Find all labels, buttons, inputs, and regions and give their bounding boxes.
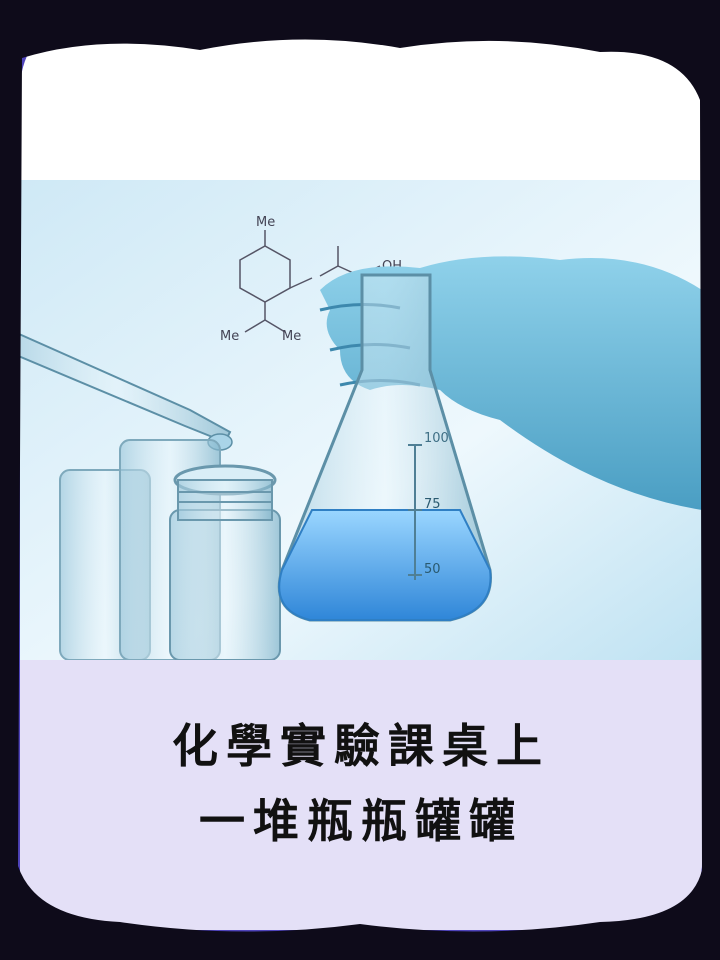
title-line-1: 化學實驗課桌上 (172, 719, 550, 773)
caption-panel: 化學實驗課桌上 一堆瓶瓶罐罐 (20, 660, 702, 930)
molecule-label-me-top: Me (256, 215, 275, 230)
title-line-2: 一堆瓶瓶罐罐 (199, 794, 523, 848)
flask-mark-50: 50 (424, 562, 441, 577)
lab-photo: Me OH Me Me (20, 180, 702, 660)
flask-mark-75: 75 (424, 497, 441, 512)
flask-mark-100: 100 (424, 431, 449, 446)
glass-bottles (59, 439, 281, 660)
poster-panel: Me OH Me Me (20, 30, 702, 930)
molecule-label-me-left: Me (220, 329, 239, 344)
molecule-label-me-bottom: Me (282, 329, 301, 344)
